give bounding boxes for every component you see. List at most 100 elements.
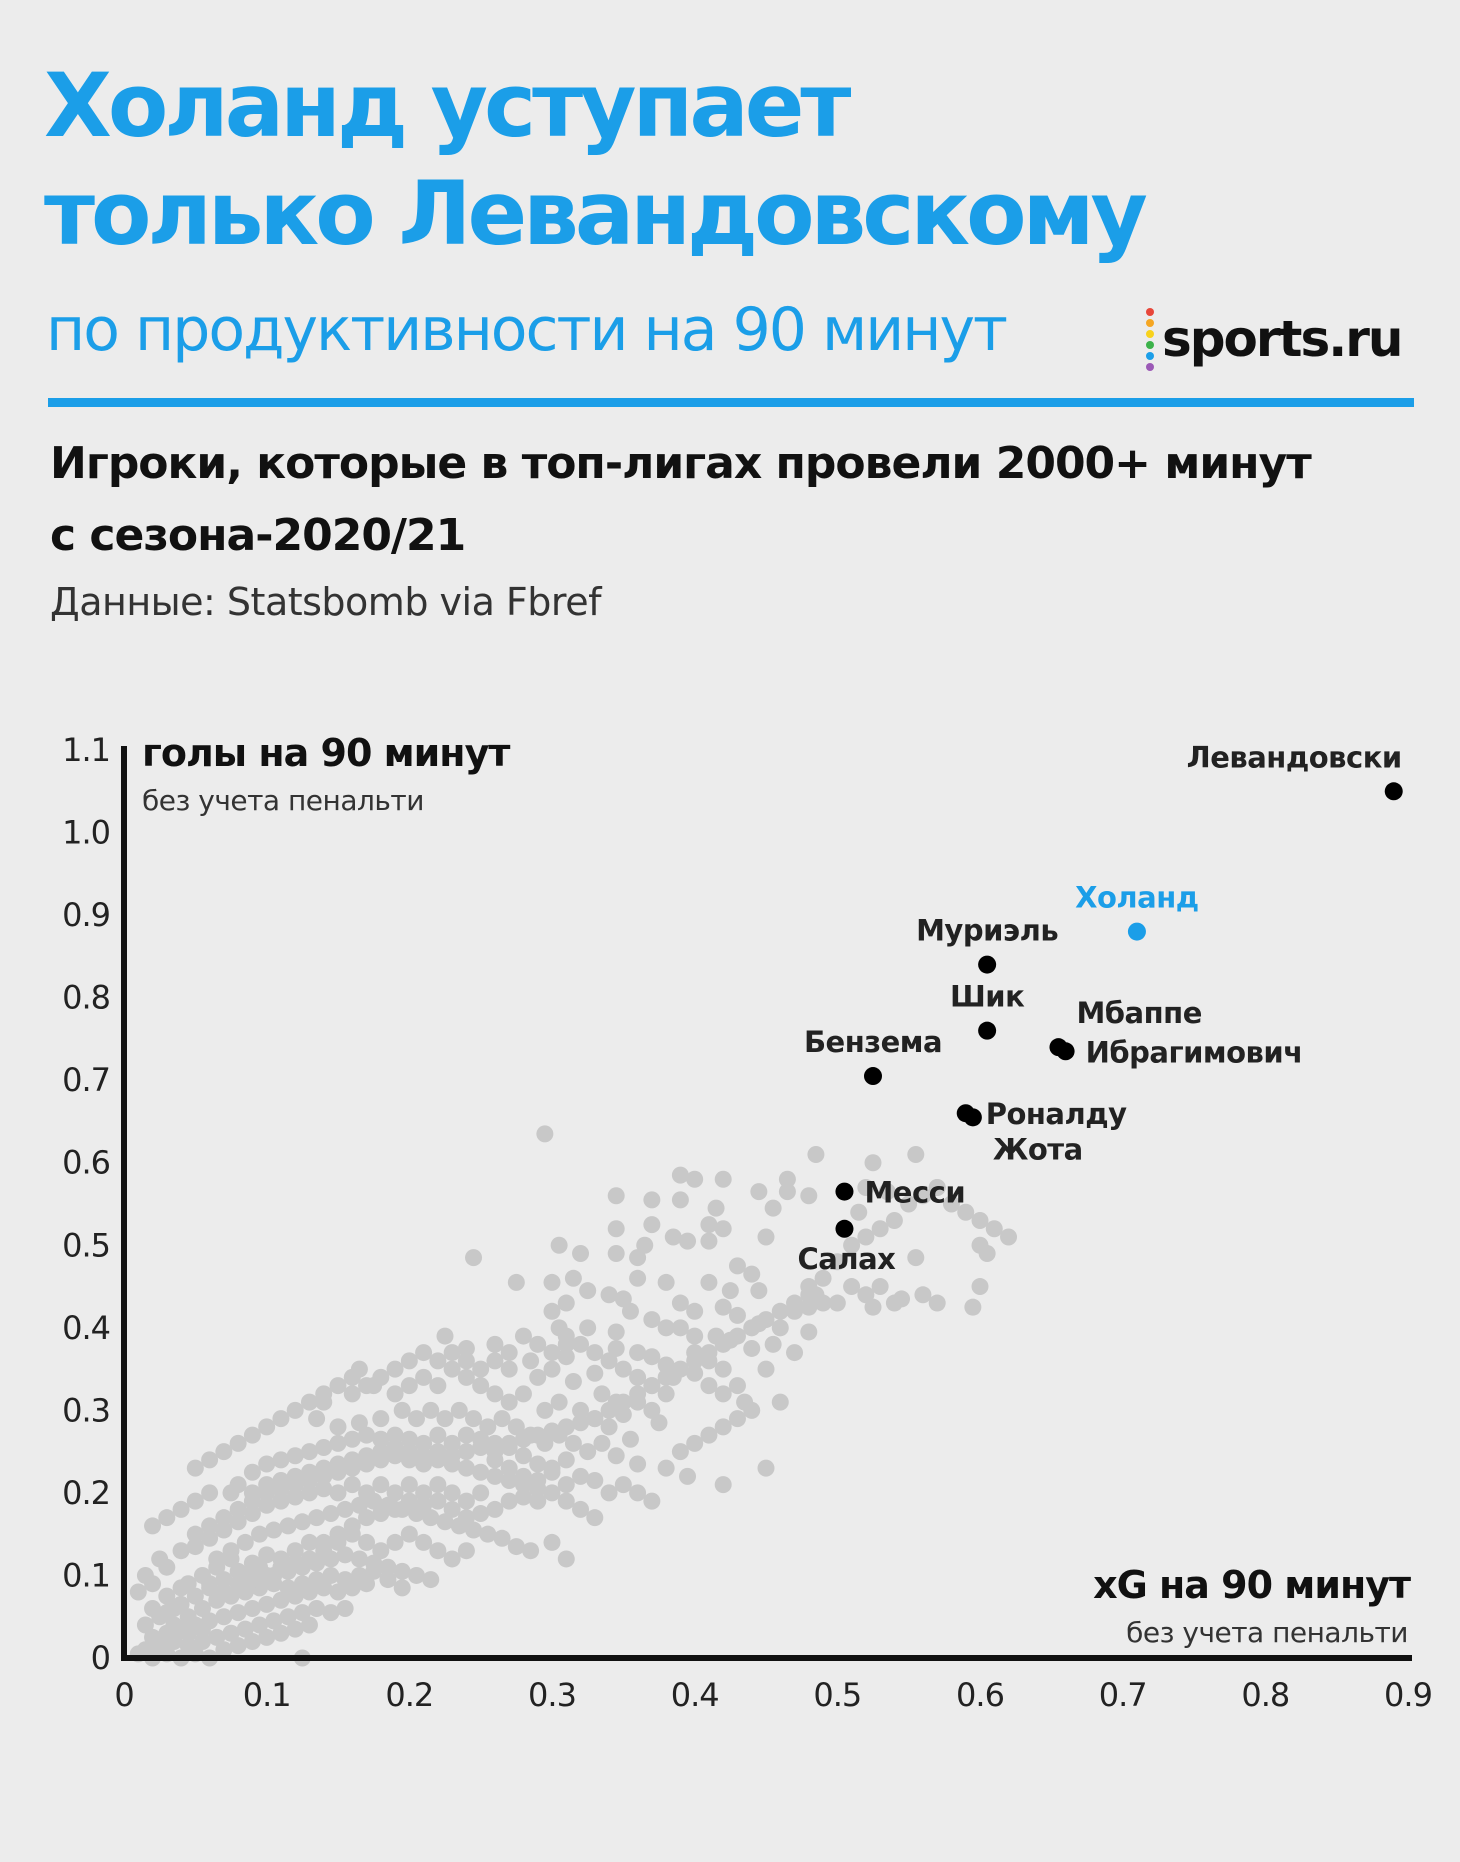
player-point [343,1385,361,1403]
player-point [308,1509,326,1527]
player-point [529,1335,547,1353]
player-point [686,1352,704,1370]
player-point [586,1509,604,1527]
player-point [871,1220,889,1238]
highlighted-player-point [1127,922,1146,941]
player-point [543,1302,561,1320]
player-point [329,1583,347,1601]
player-point [522,1352,540,1370]
y-tick-label: 0.8 [62,979,110,1017]
player-point [251,1616,269,1634]
player-point [579,1443,597,1461]
player-point [144,1575,162,1593]
player-point [315,1439,333,1457]
player-point [308,1410,326,1428]
player-point [550,1393,568,1411]
logo-dot [1146,318,1154,327]
player-point [386,1533,404,1551]
player-label: Бензема [804,1025,942,1059]
player-point [514,1430,532,1448]
player-point [914,1286,932,1304]
player-point [800,1278,818,1296]
player-point [586,1344,604,1362]
player-point [857,1286,875,1304]
player-point [129,1583,147,1601]
player-point [343,1476,361,1494]
player-point [557,1294,575,1312]
player-point [671,1360,689,1378]
player-point [236,1533,254,1551]
player-point [415,1434,433,1452]
player-point [486,1335,504,1353]
player-label: Холанд [1075,881,1199,915]
player-point [878,1183,896,1201]
player-point [557,1550,575,1568]
player-point [429,1443,447,1461]
player-point [871,1278,889,1296]
player-point [415,1484,433,1502]
player-point [386,1426,404,1444]
player-point [258,1595,276,1613]
player-point [472,1505,490,1523]
player-point [629,1455,647,1473]
player-point [308,1599,326,1617]
y-tick-label: 0.2 [62,1474,110,1512]
logo-dot [1146,307,1154,316]
player-point [771,1302,789,1320]
player-point [465,1521,483,1539]
player-point [165,1616,183,1634]
y-tick-label: 1.1 [62,731,110,769]
player-point [657,1459,675,1477]
player-point [500,1459,518,1477]
player-point [479,1525,497,1543]
player-point [857,1178,875,1196]
player-point [714,1220,732,1238]
player-point [322,1604,340,1622]
player-point [400,1352,418,1370]
player-point [286,1554,304,1572]
player-point [728,1377,746,1395]
player-point [329,1377,347,1395]
player-point [251,1525,269,1543]
player-point [300,1533,318,1551]
player-point [707,1199,725,1217]
player-point [778,1183,796,1201]
player-point [293,1513,311,1531]
player-point [201,1484,219,1502]
player-point [300,1550,318,1568]
player-point [728,1257,746,1275]
player-point [971,1278,989,1296]
player-point [907,1249,925,1267]
player-point [165,1632,183,1650]
y-tick-label: 0.6 [62,1144,110,1182]
player-point [657,1319,675,1337]
player-point [493,1410,511,1428]
player-point [429,1377,447,1395]
player-point [657,1368,675,1386]
header-divider [48,398,1414,407]
highlighted-player-point [978,1021,997,1040]
player-point [336,1500,354,1518]
player-point [557,1418,575,1436]
player-point [186,1492,204,1510]
player-point [300,1393,318,1411]
player-point [543,1459,561,1477]
player-point [843,1278,861,1296]
player-point [714,1385,732,1403]
player-point [629,1344,647,1362]
player-point [215,1571,233,1589]
player-point [308,1571,326,1589]
player-point [529,1492,547,1510]
player-point [258,1628,276,1646]
player-point [350,1414,368,1432]
x-tick-label: 0.7 [1099,1676,1147,1714]
player-point [215,1583,233,1601]
player-point [864,1298,882,1316]
player-point [686,1170,704,1188]
player-point [493,1529,511,1547]
player-point [372,1505,390,1523]
player-point [329,1525,347,1543]
player-point [1000,1228,1018,1246]
player-label: Муриэль [916,914,1058,948]
player-point [372,1476,390,1494]
